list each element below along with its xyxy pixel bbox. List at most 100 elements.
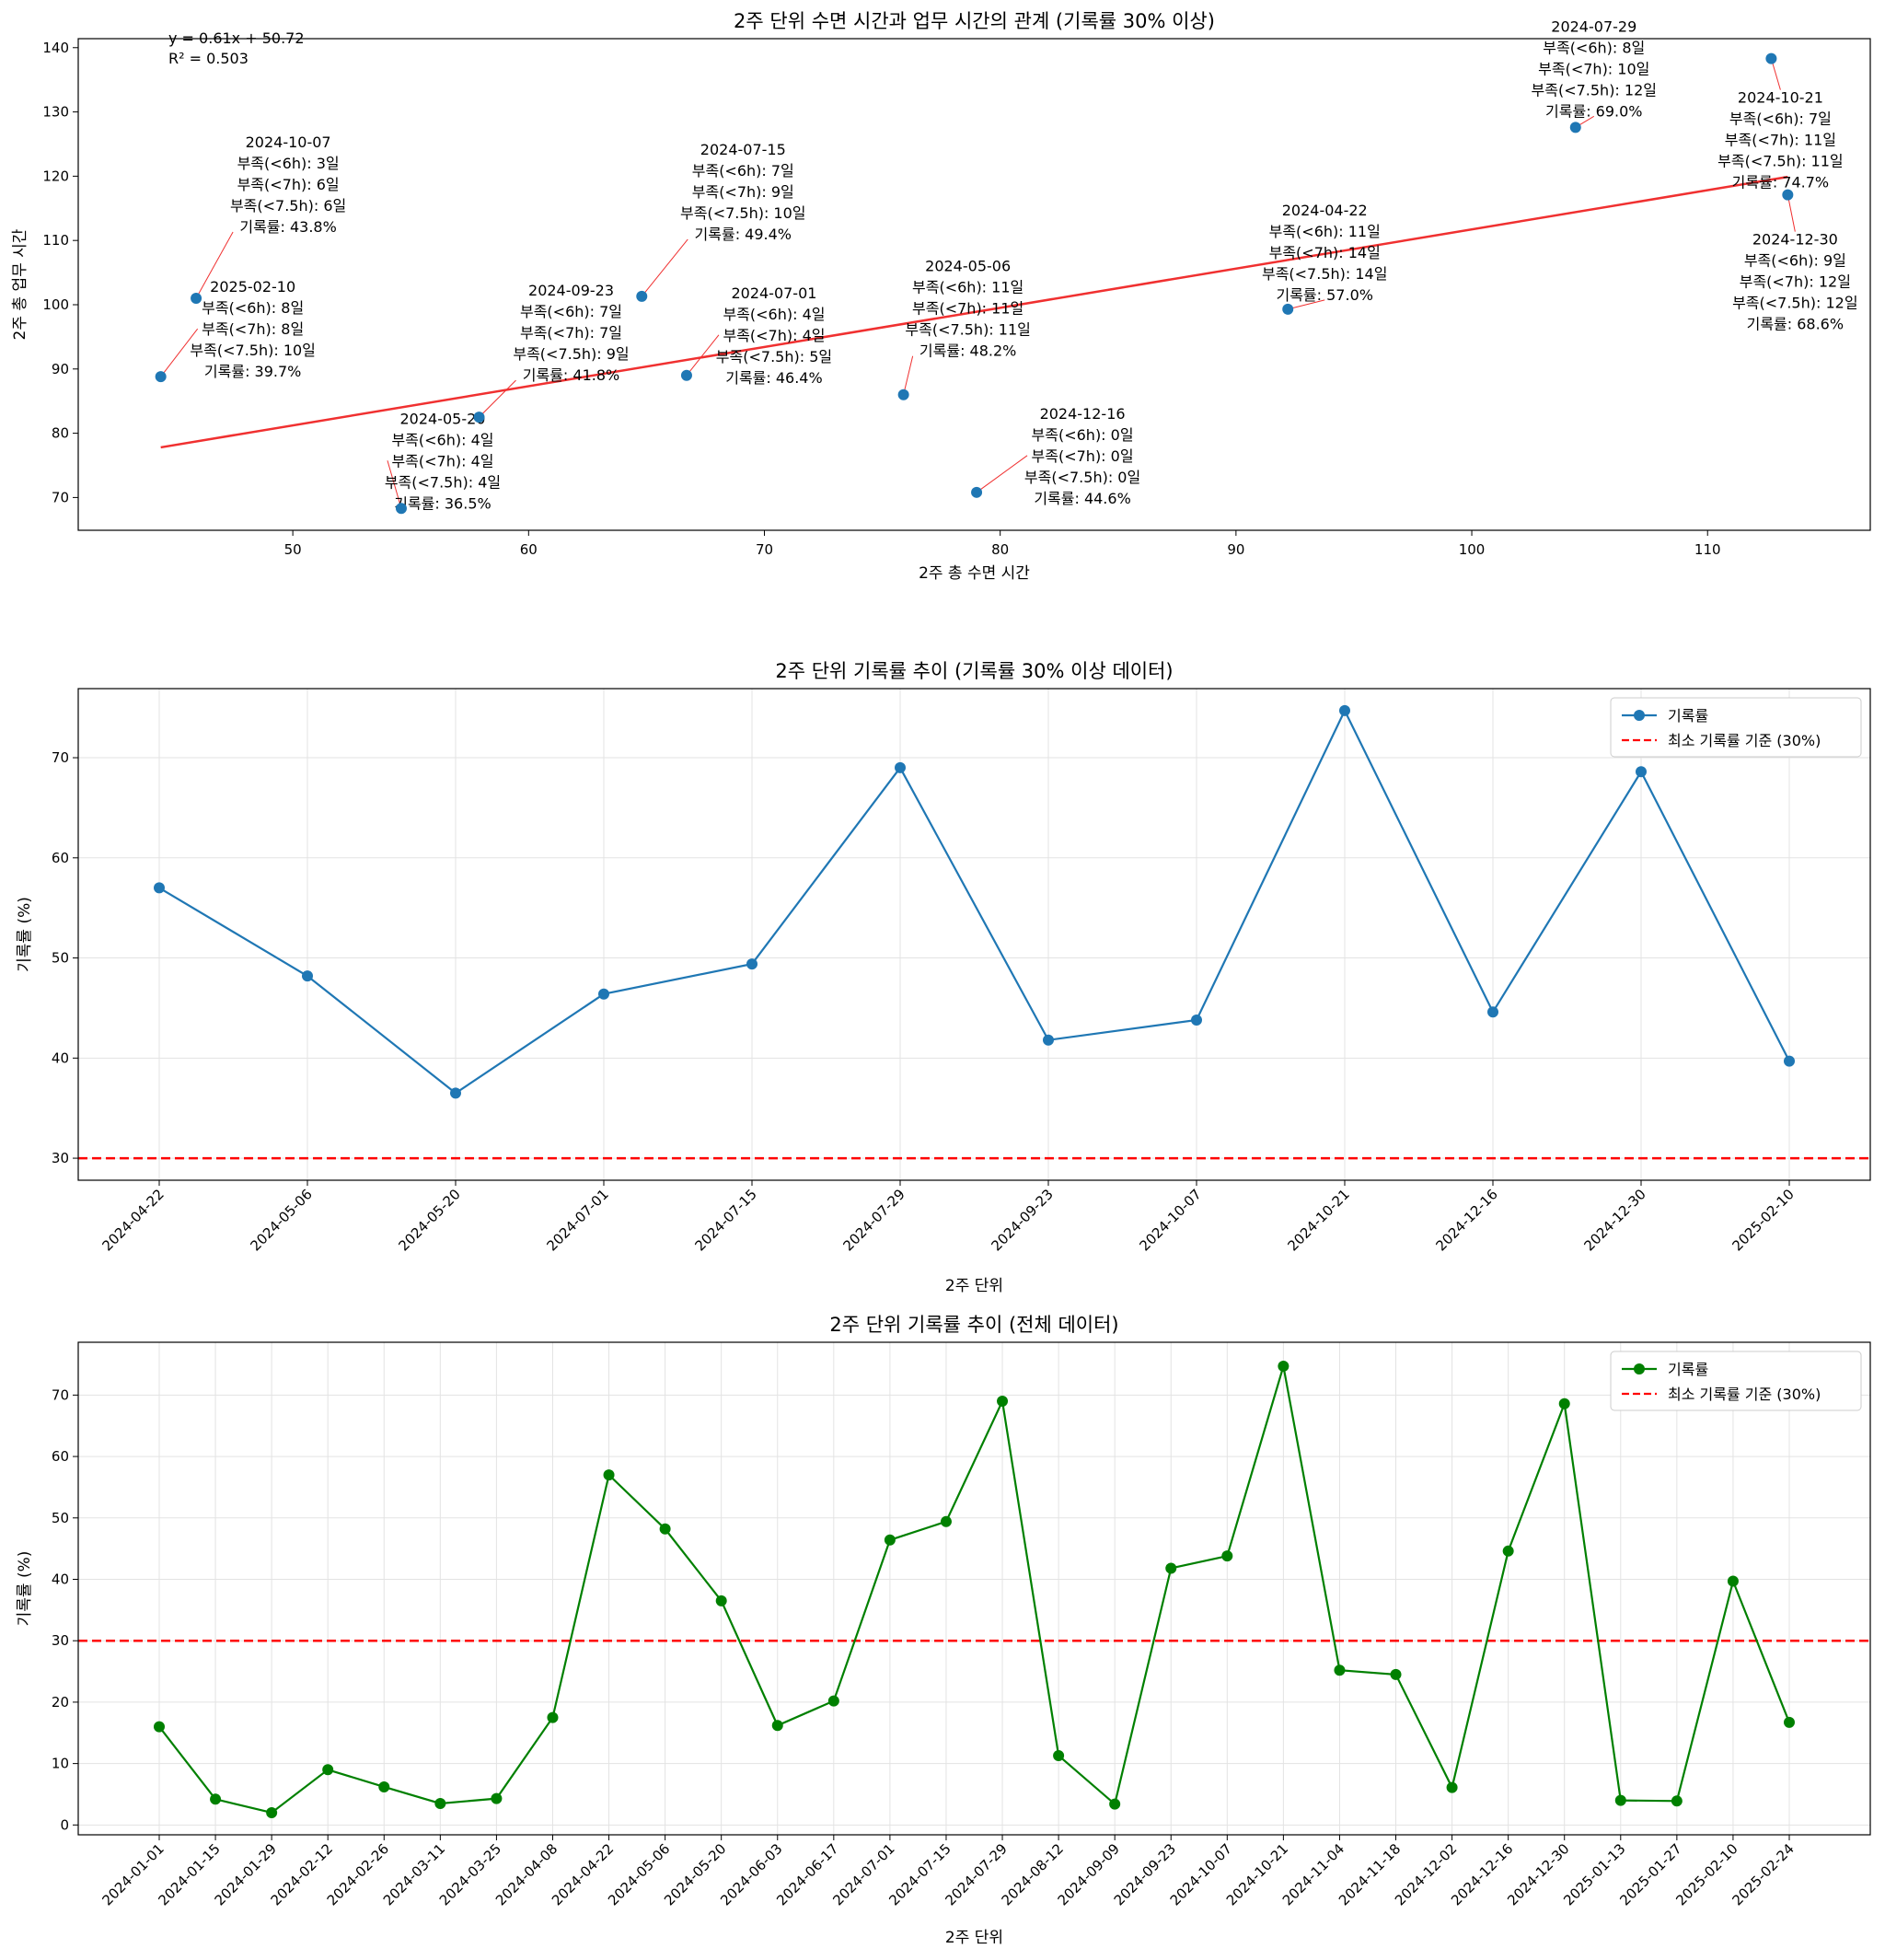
point-annotation-line: 부족(<6h): 0일: [1032, 426, 1134, 444]
y-axis-label: 기록률 (%): [16, 897, 34, 972]
data-point: [895, 761, 906, 773]
point-annotation-line: 부족(<7.5h): 5일: [716, 348, 832, 365]
y-tick-label: 100: [42, 296, 69, 313]
y-axis-label: 2주 총 업무 시간: [11, 228, 29, 340]
annotation-connector: [641, 238, 688, 297]
annotation-connector: [479, 379, 516, 418]
data-point: [715, 1595, 727, 1606]
point-annotation-line: 부족(<7h): 14일: [1269, 244, 1381, 261]
point-annotation-line: 부족(<6h): 8일: [202, 299, 304, 317]
data-point: [1278, 1361, 1289, 1373]
y-tick-label: 30: [52, 1632, 69, 1649]
scatter-point: [1765, 52, 1777, 64]
annotation-connector: [1787, 194, 1796, 232]
x-tick-label: 2024-12-16: [1432, 1186, 1500, 1254]
x-tick-label: 2024-07-29: [839, 1186, 908, 1254]
point-annotation-line: 2024-07-01: [731, 284, 816, 302]
data-point: [378, 1780, 390, 1792]
x-tick-label: 60: [520, 541, 538, 558]
data-point: [1671, 1795, 1683, 1807]
regression-line: [160, 175, 1788, 449]
legend-threshold-label: 최소 기록률 기준 (30%): [1668, 1386, 1821, 1403]
point-annotation-line: 기록률: 74.7%: [1732, 174, 1829, 191]
point-annotation-line: 2024-05-06: [925, 258, 1011, 275]
point-annotation-line: 부족(<7.5h): 11일: [1717, 153, 1843, 170]
point-annotation-line: 부족(<7h): 4일: [391, 452, 493, 470]
data-point: [1558, 1398, 1570, 1409]
y-tick-label: 20: [52, 1694, 69, 1711]
point-annotation-line: 부족(<6h): 8일: [1543, 39, 1645, 56]
point-annotation-line: 기록률: 49.4%: [695, 226, 792, 243]
x-tick-label: 110: [1694, 541, 1721, 558]
data-point: [1043, 1034, 1054, 1046]
point-annotation-line: 부족(<6h): 9일: [1744, 252, 1846, 270]
point-annotation-line: 부족(<6h): 4일: [723, 306, 825, 323]
legend-series-marker: [1634, 710, 1645, 721]
point-annotation-line: 부족(<7.5h): 4일: [385, 473, 501, 491]
data-point: [1390, 1668, 1402, 1680]
scatter-point: [1569, 122, 1581, 133]
point-annotation-line: 기록률: 41.8%: [523, 366, 619, 384]
data-point: [603, 1469, 615, 1481]
point-annotation-line: 2024-12-16: [1040, 405, 1126, 423]
data-point: [302, 970, 313, 982]
annotation-connector: [903, 355, 914, 395]
point-annotation-line: 부족(<7.5h): 10일: [190, 342, 315, 359]
point-annotation-line: 기록률: 69.0%: [1545, 102, 1642, 120]
data-point: [450, 1087, 461, 1099]
scatter-point: [395, 503, 407, 515]
point-annotation-line: 기록률: 43.8%: [239, 218, 336, 236]
x-tick-label: 70: [756, 541, 773, 558]
y-tick-label: 40: [52, 1571, 69, 1587]
point-annotation-line: 기록률: 39.7%: [204, 363, 301, 380]
y-tick-label: 50: [52, 1510, 69, 1526]
point-annotation-line: 부족(<6h): 11일: [912, 279, 1023, 296]
point-annotation-line: 2024-07-29: [1551, 17, 1636, 35]
point-annotation-line: 기록률: 68.6%: [1747, 316, 1844, 333]
data-point: [940, 1515, 952, 1527]
y-tick-label: 60: [52, 1448, 69, 1465]
data-point: [1614, 1794, 1626, 1806]
data-point: [1334, 1664, 1346, 1676]
scatter-chart-sleep-vs-work: 2주 단위 수면 시간과 업무 시간의 관계 (기록률 30% 이상) 50 60 7…: [11, 10, 1871, 583]
data-point: [1784, 1716, 1795, 1728]
data-point: [1109, 1798, 1121, 1810]
point-annotation-line: 부족(<7h): 8일: [202, 320, 304, 338]
data-point: [1053, 1749, 1065, 1761]
scatter-point: [473, 412, 485, 423]
point-annotation-line: 2024-05-20: [399, 410, 485, 427]
x-tick-label: 50: [284, 541, 302, 558]
point-annotation-line: 부족(<7h): 11일: [912, 300, 1023, 318]
point-annotation-line: 2024-07-15: [700, 141, 786, 158]
y-tick-label: 60: [52, 850, 69, 866]
point-annotation-line: 부족(<7h): 4일: [723, 327, 825, 344]
y-axis-label: 기록률 (%): [16, 1551, 34, 1627]
point-annotation-line: 부족(<7h): 0일: [1032, 447, 1134, 465]
y-tick-label: 140: [42, 40, 69, 56]
y-tick-label: 120: [42, 168, 69, 184]
legend-threshold-label: 최소 기록률 기준 (30%): [1668, 732, 1821, 749]
data-point: [1502, 1545, 1514, 1557]
data-point: [827, 1695, 839, 1707]
point-annotation-line: 부족(<6h): 3일: [237, 155, 340, 172]
data-point: [1339, 704, 1350, 716]
y-tick-label: 110: [42, 232, 69, 249]
plot-frame: [77, 688, 1871, 1181]
plot-frame: [77, 1341, 1871, 1836]
scatter-point: [636, 290, 648, 302]
y-tick-label: 130: [42, 104, 69, 121]
point-annotation-line: 부족(<7.5h): 10일: [680, 204, 805, 222]
chart-title: 2주 단위 기록률 추이 (전체 데이터): [829, 1314, 1118, 1336]
x-tick-label: 2024-05-20: [395, 1186, 463, 1254]
point-annotation-line: 부족(<7h): 6일: [237, 176, 340, 193]
chart-title: 2주 단위 기록률 추이 (기록률 30% 이상 데이터): [775, 660, 1173, 682]
point-annotation-line: 부족(<7h): 10일: [1538, 60, 1649, 77]
x-tick-label: 2024-12-30: [1580, 1186, 1648, 1254]
point-annotation-line: 2024-12-30: [1752, 231, 1838, 249]
y-tick-label: 30: [52, 1150, 69, 1166]
y-tick-label: 70: [52, 489, 69, 505]
data-point: [1221, 1550, 1233, 1562]
point-annotation-line: 부족(<7.5h): 12일: [1532, 81, 1657, 99]
x-tick-label: 2024-10-07: [1136, 1186, 1204, 1254]
